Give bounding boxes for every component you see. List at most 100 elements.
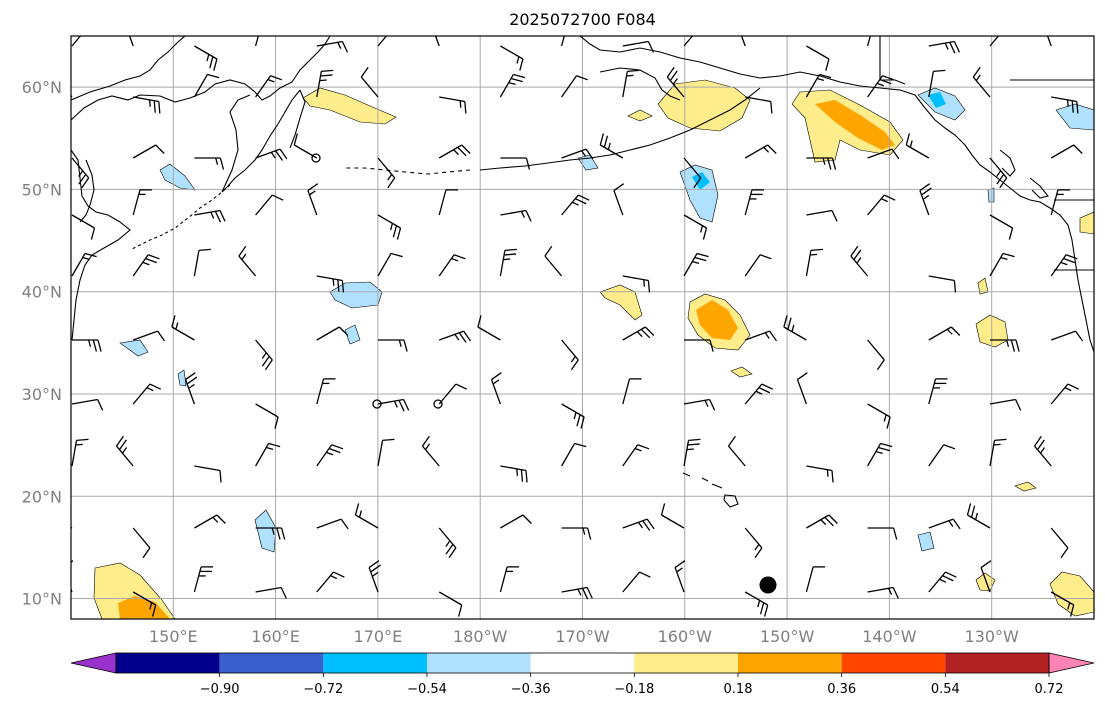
wind-barb <box>561 527 592 540</box>
wind-barb <box>867 339 885 371</box>
hawaii <box>723 494 739 508</box>
wind-barb <box>1051 96 1079 114</box>
wind-barb <box>499 566 520 593</box>
wind-barb <box>561 75 589 98</box>
wind-barb <box>561 586 593 600</box>
colorbar-low-extend <box>70 652 117 674</box>
wind-barb <box>194 465 222 483</box>
wind-barb <box>683 398 716 411</box>
wind-barb <box>184 372 198 405</box>
wind-barb <box>622 275 651 293</box>
wind-barb <box>561 148 594 160</box>
wind-barb <box>744 330 778 342</box>
wind-barb <box>866 36 871 47</box>
negative-anomaly <box>159 163 196 191</box>
wind-barb <box>71 526 73 529</box>
wind-barb <box>500 209 532 222</box>
wind-barb <box>561 194 590 216</box>
wind-barb <box>928 69 946 98</box>
wind-barb <box>560 36 565 47</box>
wind-barb <box>194 514 226 529</box>
positive-anomaly <box>1079 211 1094 235</box>
negative-anomaly <box>692 172 710 190</box>
wind-barb <box>622 444 650 467</box>
wind-barb <box>744 383 774 405</box>
wind-barb <box>368 560 381 593</box>
wind-barb <box>255 403 279 429</box>
colorbar-segment <box>323 653 427 673</box>
kuril-islands <box>129 184 231 251</box>
wind-barb <box>316 378 336 405</box>
colorbar-tick-label: 0.72 <box>1035 682 1064 697</box>
longitude-labels: 150°E 160°E 170°E 180°W 170°W 160°W 150°W 140°W… <box>149 627 1019 646</box>
wind-barb <box>727 435 746 467</box>
wind-barb <box>928 378 948 405</box>
wind-barb <box>989 438 1007 467</box>
negative-anomaly <box>344 324 361 345</box>
wind-barb <box>421 435 440 467</box>
wind-barb <box>867 403 891 429</box>
wind-barb <box>980 560 992 593</box>
wind-barb <box>1050 254 1078 277</box>
wind-barb <box>867 75 895 98</box>
wind-barb <box>439 96 467 114</box>
lon-label: 160°W <box>658 627 713 646</box>
gridlines <box>71 36 1094 619</box>
lat-label: 10°N <box>22 590 62 609</box>
wind-barb <box>805 248 823 277</box>
wind-barb <box>1033 435 1052 467</box>
coastlines <box>71 36 1094 508</box>
wind-barb <box>850 245 869 277</box>
colorbar-high-extend <box>1048 652 1095 674</box>
japan-coastline <box>71 149 131 341</box>
wind-barb <box>1050 330 1084 342</box>
colorbar-tick-label: −0.72 <box>303 682 343 697</box>
wind-barb <box>989 398 1022 411</box>
wind-barb <box>622 40 655 53</box>
negative-anomaly <box>177 369 187 387</box>
wind-barb <box>928 444 956 467</box>
wind-barb <box>919 183 932 216</box>
wind-barb <box>1050 144 1083 159</box>
wind-barb <box>438 330 472 343</box>
colorbar-tick-label: −0.36 <box>511 682 551 697</box>
map-frame <box>70 35 1095 620</box>
wind-barb <box>744 189 764 216</box>
lon-label: 170°E <box>354 627 403 646</box>
wind-barb <box>622 69 640 98</box>
wind-barb <box>744 144 777 159</box>
lon-label: 150°E <box>149 627 198 646</box>
wind-barb <box>255 586 287 599</box>
wind-barb <box>989 157 1008 189</box>
positive-anomaly <box>730 366 753 378</box>
wind-barb <box>193 248 211 277</box>
wind-barb <box>354 503 379 529</box>
wind-barb <box>805 566 826 593</box>
wind-barb <box>684 339 714 352</box>
wind-barb <box>378 339 408 352</box>
hawaii <box>701 477 709 482</box>
sakhalin-coastline <box>79 159 95 223</box>
wind-barb <box>255 194 284 216</box>
positive-anomaly <box>302 87 397 125</box>
positive-anomaly <box>599 284 643 321</box>
wind-barb <box>1050 383 1080 405</box>
border <box>879 36 906 85</box>
lon-label: 140°W <box>862 627 917 646</box>
canada-coastline <box>989 171 1094 353</box>
wind-barb <box>745 96 773 114</box>
wind-barb <box>783 315 807 341</box>
kamchatka-coastline <box>221 89 301 193</box>
positive-anomaly <box>815 100 895 150</box>
wind-barb <box>377 438 395 467</box>
calm-wind-circle <box>372 399 382 409</box>
wind-barb <box>194 209 226 223</box>
wind-barb <box>683 214 708 240</box>
colorbar-segment <box>116 653 220 673</box>
wind-barb <box>867 586 899 599</box>
wind-barb <box>255 75 283 98</box>
wind-barb <box>254 36 259 47</box>
wind-barb <box>71 438 89 467</box>
wind-barb <box>132 254 160 277</box>
wind-barb <box>132 591 157 617</box>
